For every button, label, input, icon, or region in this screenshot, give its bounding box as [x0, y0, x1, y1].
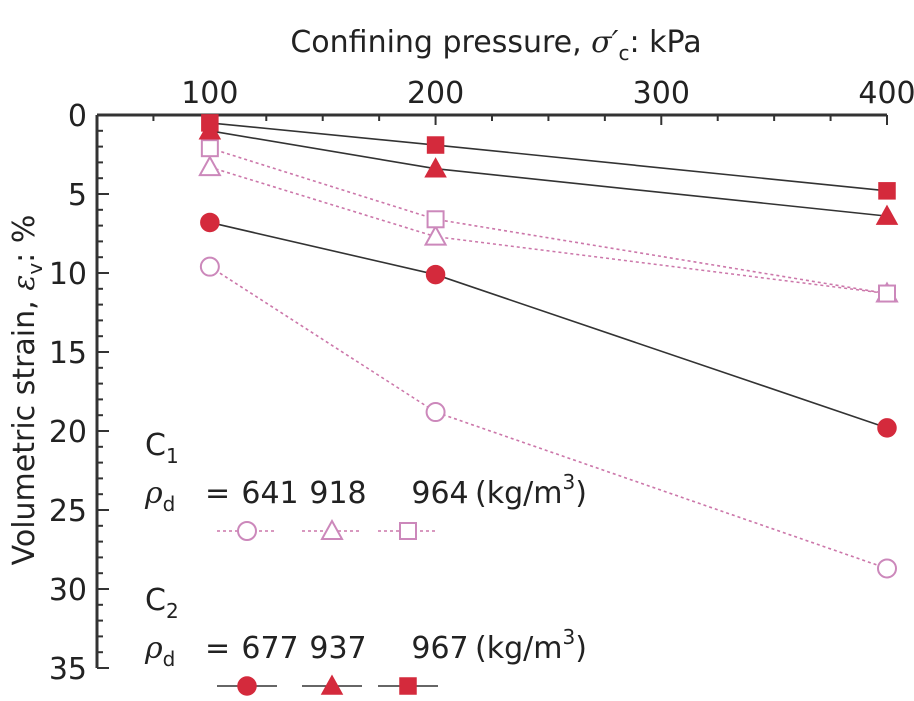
legend-triangle-marker: [320, 518, 344, 540]
data-point-square-open: [426, 210, 445, 229]
y-tick-label: 35: [49, 652, 87, 687]
data-point-triangle-open: [423, 224, 448, 246]
legend-density-value: 964: [411, 476, 468, 511]
data-point-circle-open: [425, 402, 446, 423]
legend-density-value: 918: [309, 476, 366, 511]
data-point-square-open: [878, 284, 896, 303]
y-tick-label: 20: [49, 415, 87, 450]
legend-triangle-marker: [320, 674, 344, 695]
legend-density-value: 967: [411, 631, 468, 666]
legend-density-value: 937: [309, 631, 366, 666]
legend-circle-marker: [237, 521, 257, 541]
legend-equals: =: [205, 476, 230, 511]
x-tick-label: 100: [181, 76, 238, 111]
data-point-square-filled: [878, 182, 896, 200]
y-axis-title: Volumetric strain, εv: %: [7, 215, 47, 566]
legend-unit: (kg/m3): [475, 470, 587, 511]
data-point-square-open: [200, 139, 219, 158]
x-tick-label: 300: [633, 76, 690, 111]
legend-group-label: C1: [145, 428, 179, 468]
legend-density-symbol: ρd: [144, 631, 175, 671]
series-line-3: [209, 147, 888, 295]
data-point-triangle-filled: [875, 204, 899, 225]
data-point-circle-filled: [200, 212, 220, 233]
series-line-1: [209, 266, 888, 570]
data-point-circle-filled: [877, 418, 897, 438]
legend-square-marker: [399, 677, 417, 695]
axes: 100 200 300 400 0 5 10 15 20 25 30 35: [49, 76, 914, 687]
y-tick-label: 5: [68, 178, 87, 213]
x-axis-title: Confining pressure, σ′c: kPa: [290, 25, 701, 65]
y-tick-label: 0: [68, 99, 87, 134]
data-point-circle-open: [199, 256, 220, 277]
data-point-triangle-filled: [424, 157, 447, 178]
y-tick-label: 25: [49, 494, 87, 529]
legend-unit: (kg/m3): [475, 625, 587, 666]
legend-density-symbol: ρd: [144, 476, 175, 516]
data-point-square-filled: [201, 114, 219, 132]
legend-density-value: 677: [241, 631, 298, 666]
legend-equals: =: [205, 631, 230, 666]
data-point-triangle-open: [198, 155, 222, 177]
series-line-5: [209, 130, 888, 217]
series-markers: [198, 114, 899, 579]
series-line-4: [209, 221, 888, 429]
legend-density-value: 641: [241, 476, 298, 511]
data-point-square-filled: [426, 136, 445, 154]
y-tick-label: 10: [49, 257, 87, 292]
data-point-circle-open: [877, 558, 897, 579]
x-tick-label: 400: [858, 76, 914, 111]
legend-square-marker: [399, 522, 417, 540]
series-line-2: [209, 166, 888, 295]
x-tick-label: 200: [407, 76, 464, 111]
y-tick-label: 15: [49, 336, 87, 371]
legend-group-label: C2: [145, 583, 179, 623]
y-tick-label: 30: [49, 573, 87, 608]
data-point-circle-filled: [425, 264, 446, 285]
legend-circle-marker: [237, 676, 257, 696]
